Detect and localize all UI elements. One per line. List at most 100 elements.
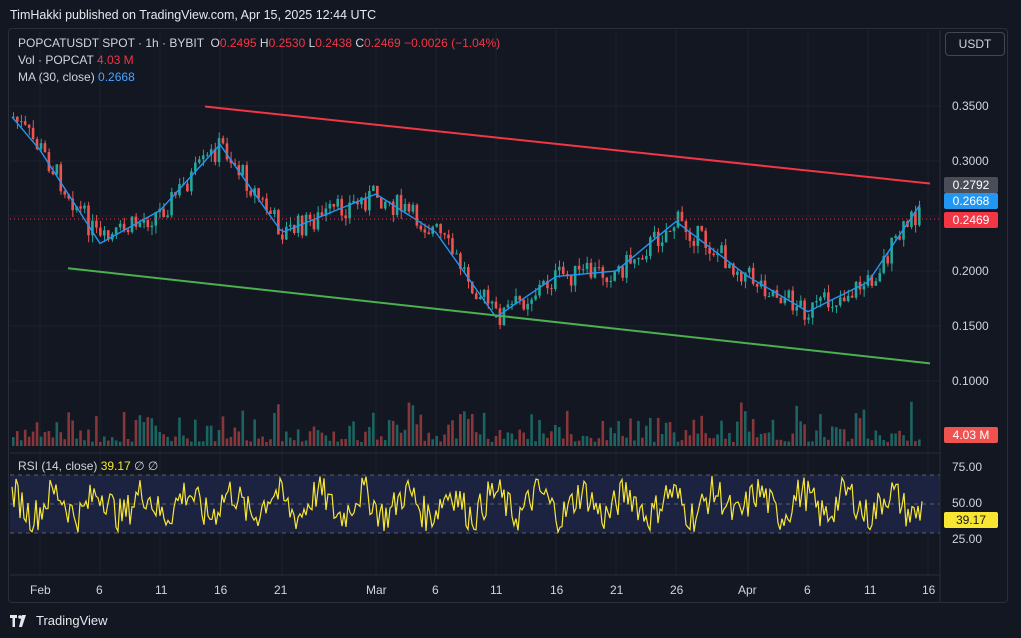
volume-bar (538, 419, 541, 446)
candle-body (43, 143, 47, 153)
candle-body (799, 300, 802, 307)
volume-bar (51, 437, 55, 446)
volume-bar (336, 441, 340, 446)
volume-bar (645, 425, 648, 446)
volume-bar (743, 411, 747, 446)
candle-body (316, 212, 320, 230)
candle-body (47, 152, 51, 172)
candle-body (550, 288, 553, 290)
volume-bar (67, 412, 70, 446)
volume-bar (63, 439, 67, 446)
volume-bar (427, 432, 431, 446)
candle-body (300, 215, 304, 236)
volume-bar (288, 437, 292, 446)
candle-body (79, 206, 82, 209)
candle-body (15, 116, 19, 122)
volume-bar (522, 432, 525, 446)
candle-body (573, 265, 577, 286)
candle-body (834, 305, 838, 307)
ma-price-tag: 0.2668 (944, 193, 998, 209)
candle-body (823, 292, 826, 298)
volume-bar (110, 437, 114, 446)
volume-bar (831, 426, 834, 446)
volume-bar (898, 430, 901, 446)
volume-bar (633, 440, 636, 446)
candle-body (269, 210, 272, 214)
candle-body (649, 237, 652, 256)
candle-body (783, 297, 787, 304)
candle-body (890, 237, 893, 264)
candle-body (522, 300, 525, 310)
volume-bar (656, 417, 660, 446)
time-axis-label: Mar (366, 583, 387, 597)
volume-bar (273, 413, 276, 446)
volume-bar (194, 419, 197, 446)
volume-bar (15, 431, 19, 446)
volume-bar (122, 411, 126, 446)
tradingview-logo-icon (10, 614, 26, 627)
candle-body (882, 256, 886, 273)
candle-body (423, 229, 427, 233)
volume-bar (59, 432, 63, 446)
volume-bar (209, 425, 213, 446)
published-info: TimHakki published on TradingView.com, A… (10, 8, 377, 22)
volume-legend[interactable]: Vol · POPCAT 4.03 M (18, 53, 134, 67)
candle-body (241, 165, 245, 176)
candle-body (704, 230, 707, 248)
candle-body (439, 224, 442, 234)
candle-body (186, 183, 189, 192)
candle-body (712, 253, 715, 256)
volume-bar (106, 440, 110, 446)
volume-bar (455, 438, 458, 446)
candle-body (720, 245, 723, 254)
volume-bar (510, 433, 514, 446)
candle-body (201, 155, 205, 160)
candle-body (510, 303, 514, 305)
volume-bar (759, 433, 763, 446)
rsi-legend[interactable]: RSI (14, close) 39.17 ∅ ∅ (18, 459, 158, 473)
volume-bar (696, 433, 700, 446)
volume-bar (308, 431, 312, 446)
volume-bar (55, 422, 59, 446)
volume-bar (150, 418, 154, 446)
time-axis-label: 11 (864, 583, 877, 597)
volume-bar (146, 417, 150, 446)
volume-bar (197, 441, 201, 446)
hide-icon[interactable]: ∅ (134, 459, 145, 473)
volume-bar (890, 433, 893, 446)
candle-body (474, 293, 478, 300)
volume-bar (130, 441, 134, 446)
volume-bar (435, 435, 438, 446)
volume-bar (834, 427, 838, 446)
candle-body (71, 198, 74, 211)
time-axis-label: 6 (96, 583, 103, 597)
candle-body (99, 227, 102, 236)
volume-bar (387, 419, 391, 446)
settings-icon[interactable]: ∅ (147, 459, 159, 473)
volume-bar (708, 438, 711, 446)
volume-bar (668, 421, 672, 446)
volume-bar (565, 410, 569, 446)
footer-brand[interactable]: TradingView (10, 613, 108, 628)
candle-body (530, 299, 533, 304)
rsi-label: RSI (14, close) (18, 459, 98, 473)
volume-bar (581, 435, 585, 446)
candle-body (114, 227, 118, 235)
symbol-legend[interactable]: POPCATUSDT SPOT · 1h · BYBIT O0.2495 H0.… (18, 36, 500, 50)
currency-button[interactable]: USDT (945, 32, 1005, 56)
volume-bar (470, 413, 474, 446)
candle-body (490, 301, 494, 304)
volume-bar (637, 420, 640, 446)
volume-bar (558, 427, 561, 446)
ma-legend[interactable]: MA (30, close) 0.2668 (18, 70, 135, 84)
volume-bar (534, 441, 537, 446)
volume-bar (862, 409, 866, 446)
volume-bar (700, 415, 704, 446)
candle-body (827, 292, 830, 308)
volume-bar (277, 404, 280, 446)
candle-body (106, 230, 110, 240)
candle-body (660, 242, 664, 246)
volume-bar (878, 435, 882, 446)
volume-bar (597, 438, 601, 446)
